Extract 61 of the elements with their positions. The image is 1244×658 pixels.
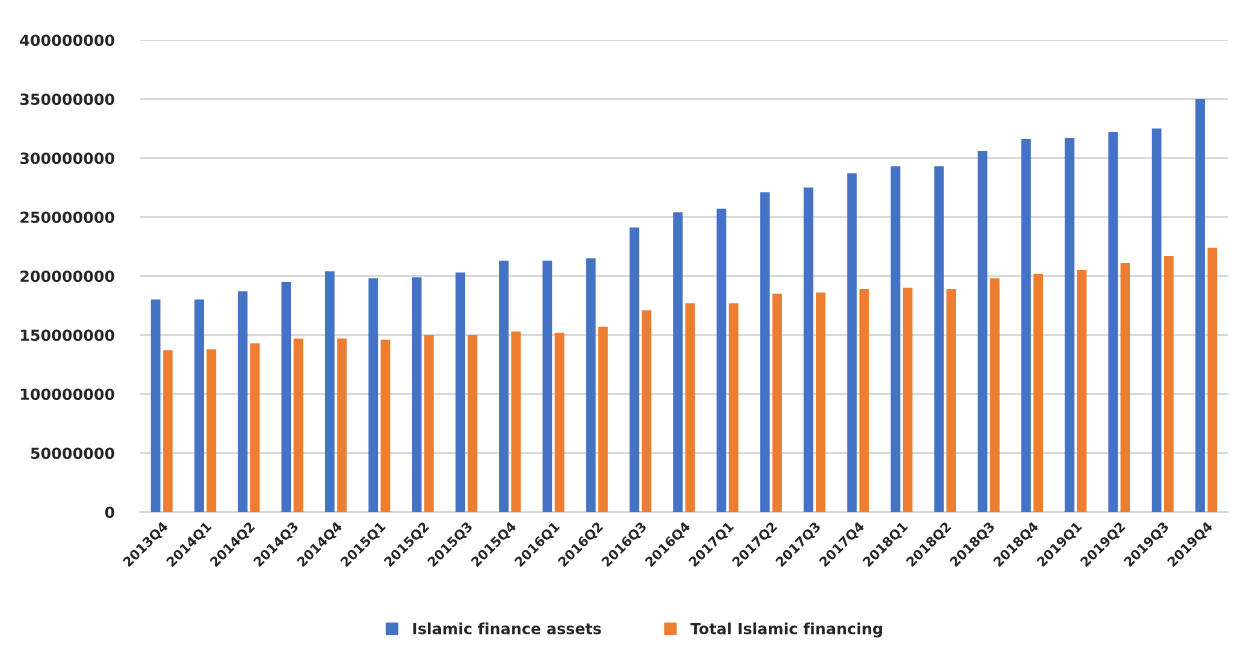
y-tick-label: 100000000: [21, 388, 115, 401]
bar: [847, 173, 857, 512]
bar: [1108, 132, 1118, 512]
y-tick-label: 150000000: [21, 329, 115, 342]
bar: [206, 349, 217, 512]
bar: [194, 299, 204, 512]
bar: [902, 287, 913, 512]
bar: [554, 332, 565, 512]
y-tick-label: 50000000: [31, 447, 115, 460]
bar: [455, 272, 466, 512]
bar: [237, 291, 248, 512]
bar: [1164, 255, 1174, 512]
bar: [629, 227, 640, 512]
bar: [293, 338, 304, 512]
bar: [728, 303, 739, 512]
bar: [1064, 137, 1075, 512]
bar: [1151, 128, 1162, 512]
y-tick-label: 300000000: [20, 152, 115, 165]
bar: [412, 277, 422, 512]
legend-label: Islamic finance assets: [413, 622, 601, 635]
bar: [467, 335, 478, 512]
bar: [368, 278, 379, 512]
bar: [1076, 270, 1087, 512]
legend-label: Total Islamic financing: [690, 622, 882, 638]
bar: [380, 339, 391, 512]
bar: [859, 288, 869, 512]
bar: [977, 150, 988, 512]
bar: [1033, 273, 1044, 512]
bar: [673, 212, 683, 512]
bar: [337, 338, 347, 512]
bar: [989, 278, 1000, 512]
bar: [586, 258, 596, 512]
bar: [803, 187, 814, 512]
bar: [815, 292, 826, 512]
bar: [890, 166, 901, 512]
bar: [324, 271, 335, 512]
bar: [163, 350, 173, 512]
bar: [150, 299, 161, 512]
y-tick-label: 400000000: [20, 34, 115, 47]
bar: [772, 293, 782, 512]
bar: [499, 260, 509, 512]
y-tick-label: 200000000: [20, 270, 115, 283]
bar: [598, 326, 608, 512]
bar: [424, 335, 434, 512]
bar: [1195, 99, 1205, 512]
bar: [1021, 139, 1031, 512]
bar: [934, 166, 944, 512]
bar: [542, 260, 553, 512]
y-tick-label: 350000000: [20, 93, 115, 106]
bar: [946, 288, 956, 512]
bar: [1120, 263, 1131, 512]
y-tick-label: 250000000: [20, 211, 115, 224]
bar: [685, 303, 695, 512]
bar: [281, 281, 292, 512]
bar: [760, 192, 770, 512]
bar: [641, 310, 652, 512]
bar: [511, 331, 521, 512]
bar: [250, 343, 260, 512]
y-tick-label: 0: [105, 506, 115, 519]
bar: [1207, 247, 1218, 512]
bar: [716, 208, 727, 512]
